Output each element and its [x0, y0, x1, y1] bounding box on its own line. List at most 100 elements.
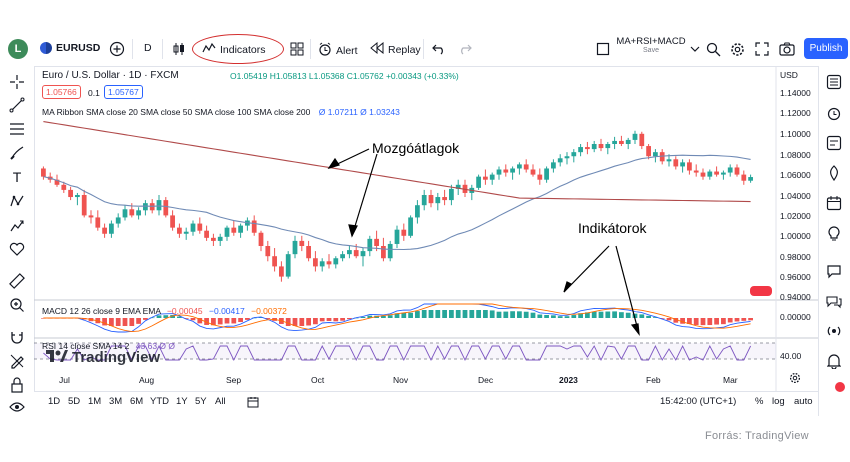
candle-body: [564, 156, 570, 159]
currency-label[interactable]: USD: [780, 70, 798, 80]
layout-grid-icon[interactable]: [288, 40, 306, 58]
macd-histogram-bar: [544, 314, 549, 318]
range-3m[interactable]: 3M: [109, 396, 123, 407]
price-label: 1.14000: [780, 88, 811, 98]
clock-timezone[interactable]: 15:42:00 (UTC+1): [660, 396, 737, 407]
alarm-clock-icon: [318, 42, 332, 59]
macd-histogram-bar: [183, 318, 189, 319]
replay-button[interactable]: Replay: [370, 41, 421, 57]
range-all[interactable]: All: [215, 396, 226, 407]
percent-toggle[interactable]: %: [755, 396, 764, 407]
range-ytd[interactable]: YTD: [150, 396, 169, 407]
macd-zero-label: 0.00000: [780, 312, 811, 322]
chat-icon[interactable]: [825, 262, 843, 280]
candle-body: [170, 215, 175, 228]
macd-histogram-bar: [149, 317, 155, 319]
log-toggle[interactable]: log: [772, 396, 785, 407]
range-6m[interactable]: 6M: [130, 396, 144, 407]
range-1y[interactable]: 1Y: [176, 396, 188, 407]
search-icon[interactable]: [704, 40, 722, 58]
undo-icon[interactable]: [430, 40, 448, 58]
calendar-icon[interactable]: [825, 194, 843, 212]
candle-body: [109, 223, 114, 234]
avatar[interactable]: L: [8, 39, 28, 59]
candle-body: [734, 167, 740, 175]
macd-histogram-bar: [333, 318, 339, 322]
candle-body: [659, 152, 665, 162]
range-1d[interactable]: 1D: [48, 396, 61, 407]
compare-plus-icon[interactable]: [108, 40, 126, 58]
camera-icon[interactable]: [778, 40, 796, 58]
candle-body: [88, 215, 94, 218]
rsi-level-label: 40.00: [780, 351, 802, 361]
prediction-icon[interactable]: [8, 216, 26, 234]
goto-date-icon[interactable]: [246, 395, 260, 409]
buy-button[interactable]: 1.05767: [104, 85, 143, 99]
candle-body: [54, 179, 60, 185]
macd-histogram-bar: [156, 315, 162, 318]
lock-icon[interactable]: [8, 376, 26, 394]
macd-histogram-bar: [469, 310, 475, 318]
rsi-value: 43.63 Ø Ø: [135, 341, 176, 351]
hotlist-icon[interactable]: [825, 164, 843, 182]
brush-icon[interactable]: [8, 144, 26, 162]
magnet-icon[interactable]: [8, 328, 26, 346]
bell-icon[interactable]: [825, 352, 843, 370]
lightbulb-icon[interactable]: [825, 224, 843, 242]
alert-button[interactable]: Alert: [318, 42, 358, 59]
data-window-icon[interactable]: [825, 134, 843, 152]
symbol-search-button[interactable]: EURUSD: [40, 42, 100, 54]
macd-histogram-bar: [489, 310, 495, 318]
macd-histogram-bar: [360, 316, 366, 318]
broadcast-icon[interactable]: [825, 322, 843, 340]
macd-histogram-bar: [224, 318, 230, 324]
auto-toggle[interactable]: auto: [794, 396, 813, 407]
candle-body: [687, 162, 692, 171]
chevron-down-icon[interactable]: [686, 40, 704, 58]
redo-icon[interactable]: [456, 40, 474, 58]
sell-button[interactable]: 1.05766: [42, 85, 81, 99]
heart-icon[interactable]: [8, 240, 26, 258]
candle-body: [700, 172, 706, 177]
source-caption: Forrás: TradingView: [705, 430, 809, 442]
candle-type-icon[interactable]: [170, 40, 188, 58]
candle-body: [217, 236, 223, 241]
gear-icon[interactable]: [728, 40, 746, 58]
fullscreen-icon[interactable]: [753, 40, 771, 58]
tradingview-watermark: TradingView: [46, 349, 160, 366]
macd-histogram-value: −0.00045: [166, 306, 203, 316]
text-tool-icon[interactable]: T: [12, 169, 22, 185]
ideas-chat-icon[interactable]: [825, 292, 843, 310]
macd-histogram-bar: [217, 318, 223, 325]
interval-button[interactable]: D: [144, 42, 152, 54]
ma-ribbon-legend: MA Ribbon SMA close 20 SMA close 50 SMA …: [42, 107, 400, 117]
alarm-clock-icon[interactable]: [825, 104, 843, 122]
macd-histogram-bar: [394, 313, 400, 318]
ruler-icon[interactable]: [8, 272, 26, 290]
layout-square-icon[interactable]: [594, 40, 612, 58]
indicators-button[interactable]: Indicators: [202, 42, 266, 57]
watchlist-icon[interactable]: [825, 73, 843, 91]
crosshair-icon[interactable]: [8, 73, 26, 91]
lock-pencil-icon[interactable]: [8, 352, 26, 370]
rsi-pane: [34, 342, 776, 362]
trendline-icon[interactable]: [8, 96, 26, 114]
publish-button[interactable]: Publish: [804, 38, 848, 59]
macd-histogram-bar: [340, 318, 345, 321]
candle-body: [115, 217, 121, 224]
macd-histogram-bar: [523, 311, 529, 318]
zoom-in-icon[interactable]: [8, 296, 26, 314]
axis-settings-gear-icon[interactable]: [788, 371, 802, 385]
range-5y[interactable]: 5Y: [195, 396, 207, 407]
eye-icon[interactable]: [8, 398, 26, 416]
pattern-icon[interactable]: [8, 192, 26, 210]
indicators-label: Indicators: [220, 43, 266, 56]
layout-name-button[interactable]: MA+RSI+MACD Save: [616, 36, 686, 54]
candle-body: [340, 254, 345, 259]
macd-legend: MACD 12 26 close 9 EMA EMA −0.00045 −0.0…: [42, 306, 287, 316]
price-chart[interactable]: [34, 66, 818, 391]
candle-body: [102, 227, 107, 234]
horizontal-lines-icon[interactable]: [8, 120, 26, 138]
range-1m[interactable]: 1M: [88, 396, 102, 407]
range-5d[interactable]: 5D: [68, 396, 81, 407]
